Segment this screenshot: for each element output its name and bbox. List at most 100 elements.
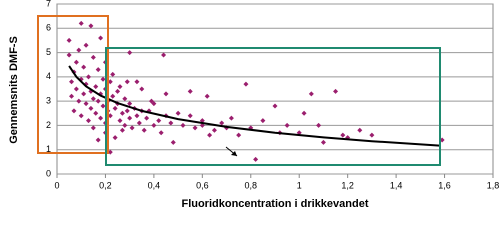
data-point bbox=[81, 64, 87, 70]
data-point bbox=[73, 59, 79, 65]
data-point bbox=[144, 115, 150, 121]
data-point bbox=[284, 122, 290, 128]
x-tick-label: 1,6 bbox=[438, 180, 451, 190]
data-point bbox=[248, 125, 254, 131]
data-point bbox=[151, 122, 157, 128]
y-tick-label: 2 bbox=[46, 120, 51, 130]
data-point bbox=[95, 98, 101, 104]
data-point bbox=[112, 135, 118, 141]
data-point bbox=[308, 91, 314, 97]
data-point bbox=[66, 37, 72, 43]
arrow-head bbox=[231, 151, 237, 156]
x-tick-label: 0,2 bbox=[99, 180, 112, 190]
data-point bbox=[107, 149, 113, 155]
data-point bbox=[122, 122, 128, 128]
x-tick-label: 1,8 bbox=[487, 180, 500, 190]
data-point bbox=[73, 86, 79, 92]
data-point bbox=[95, 67, 101, 73]
data-point bbox=[76, 47, 82, 53]
data-point bbox=[141, 127, 147, 133]
x-tick-label: 0 bbox=[54, 180, 59, 190]
data-point bbox=[112, 105, 118, 111]
data-point bbox=[204, 93, 210, 99]
chart: Fluoridkoncentration i drikkevandet Genn… bbox=[8, 0, 500, 210]
data-point bbox=[100, 76, 106, 82]
data-point bbox=[93, 110, 99, 116]
data-point bbox=[69, 79, 75, 85]
trend-line bbox=[68, 65, 440, 147]
data-point bbox=[117, 84, 123, 90]
data-point bbox=[98, 115, 104, 121]
data-point bbox=[260, 118, 266, 124]
data-point bbox=[127, 50, 133, 56]
x-tick-label: 1 bbox=[297, 180, 302, 190]
data-point bbox=[100, 103, 106, 109]
data-point bbox=[320, 139, 326, 145]
y-tick-label: 7 bbox=[46, 0, 51, 8]
data-point bbox=[175, 110, 181, 116]
data-point bbox=[124, 79, 130, 85]
data-point bbox=[119, 110, 125, 116]
data-point bbox=[228, 115, 234, 121]
y-tick-label: 6 bbox=[46, 23, 51, 33]
data-point bbox=[253, 156, 259, 162]
data-point bbox=[369, 132, 375, 138]
y-tick-label: 0 bbox=[46, 168, 51, 178]
plot-area bbox=[56, 3, 494, 175]
data-point bbox=[161, 52, 167, 58]
data-point bbox=[156, 118, 162, 124]
data-point bbox=[170, 139, 176, 145]
data-point bbox=[192, 125, 198, 131]
data-point bbox=[78, 20, 84, 26]
data-point bbox=[163, 91, 169, 97]
x-tick-label: 0,6 bbox=[196, 180, 209, 190]
data-point bbox=[236, 132, 242, 138]
data-point bbox=[90, 125, 96, 131]
x-tick-label: 1,4 bbox=[390, 180, 403, 190]
data-point bbox=[124, 108, 130, 114]
data-point bbox=[83, 42, 89, 48]
data-point bbox=[110, 71, 116, 77]
data-point bbox=[129, 125, 135, 131]
data-point bbox=[69, 93, 75, 99]
data-point bbox=[83, 101, 89, 107]
data-point bbox=[98, 35, 104, 41]
data-point bbox=[117, 118, 123, 124]
x-tick-label: 1,2 bbox=[341, 180, 354, 190]
data-point bbox=[122, 96, 128, 102]
data-point bbox=[66, 52, 72, 58]
data-point bbox=[76, 98, 82, 104]
data-point bbox=[134, 113, 140, 119]
data-point bbox=[211, 127, 217, 133]
data-point bbox=[357, 127, 363, 133]
highlight-box-high bbox=[105, 47, 441, 166]
data-point bbox=[136, 120, 142, 126]
y-tick-label: 5 bbox=[46, 47, 51, 57]
data-point bbox=[207, 132, 213, 138]
data-point bbox=[180, 122, 186, 128]
highlight-box-low bbox=[37, 15, 109, 154]
data-point bbox=[78, 113, 84, 119]
x-axis-title: Fluoridkoncentration i drikkevandet bbox=[181, 198, 368, 210]
data-point bbox=[219, 120, 225, 126]
data-point bbox=[134, 79, 140, 85]
data-point bbox=[301, 110, 307, 116]
y-axis-title: Gennemsnits DMF-S bbox=[8, 36, 20, 144]
y-tick-label: 4 bbox=[46, 71, 51, 81]
data-point bbox=[71, 108, 77, 114]
data-point bbox=[88, 23, 94, 29]
data-point bbox=[187, 88, 193, 94]
data-point bbox=[90, 96, 96, 102]
x-tick-label: 0,4 bbox=[148, 180, 161, 190]
y-tick-label: 3 bbox=[46, 96, 51, 106]
data-point bbox=[158, 130, 164, 136]
data-point bbox=[340, 132, 346, 138]
data-point bbox=[187, 113, 193, 119]
y-tick-label: 1 bbox=[46, 144, 51, 154]
data-point bbox=[168, 120, 174, 126]
data-point bbox=[115, 88, 121, 94]
data-point bbox=[127, 115, 133, 121]
data-point bbox=[119, 127, 125, 133]
x-tick-label: 0,8 bbox=[245, 180, 258, 190]
data-point bbox=[272, 103, 278, 109]
